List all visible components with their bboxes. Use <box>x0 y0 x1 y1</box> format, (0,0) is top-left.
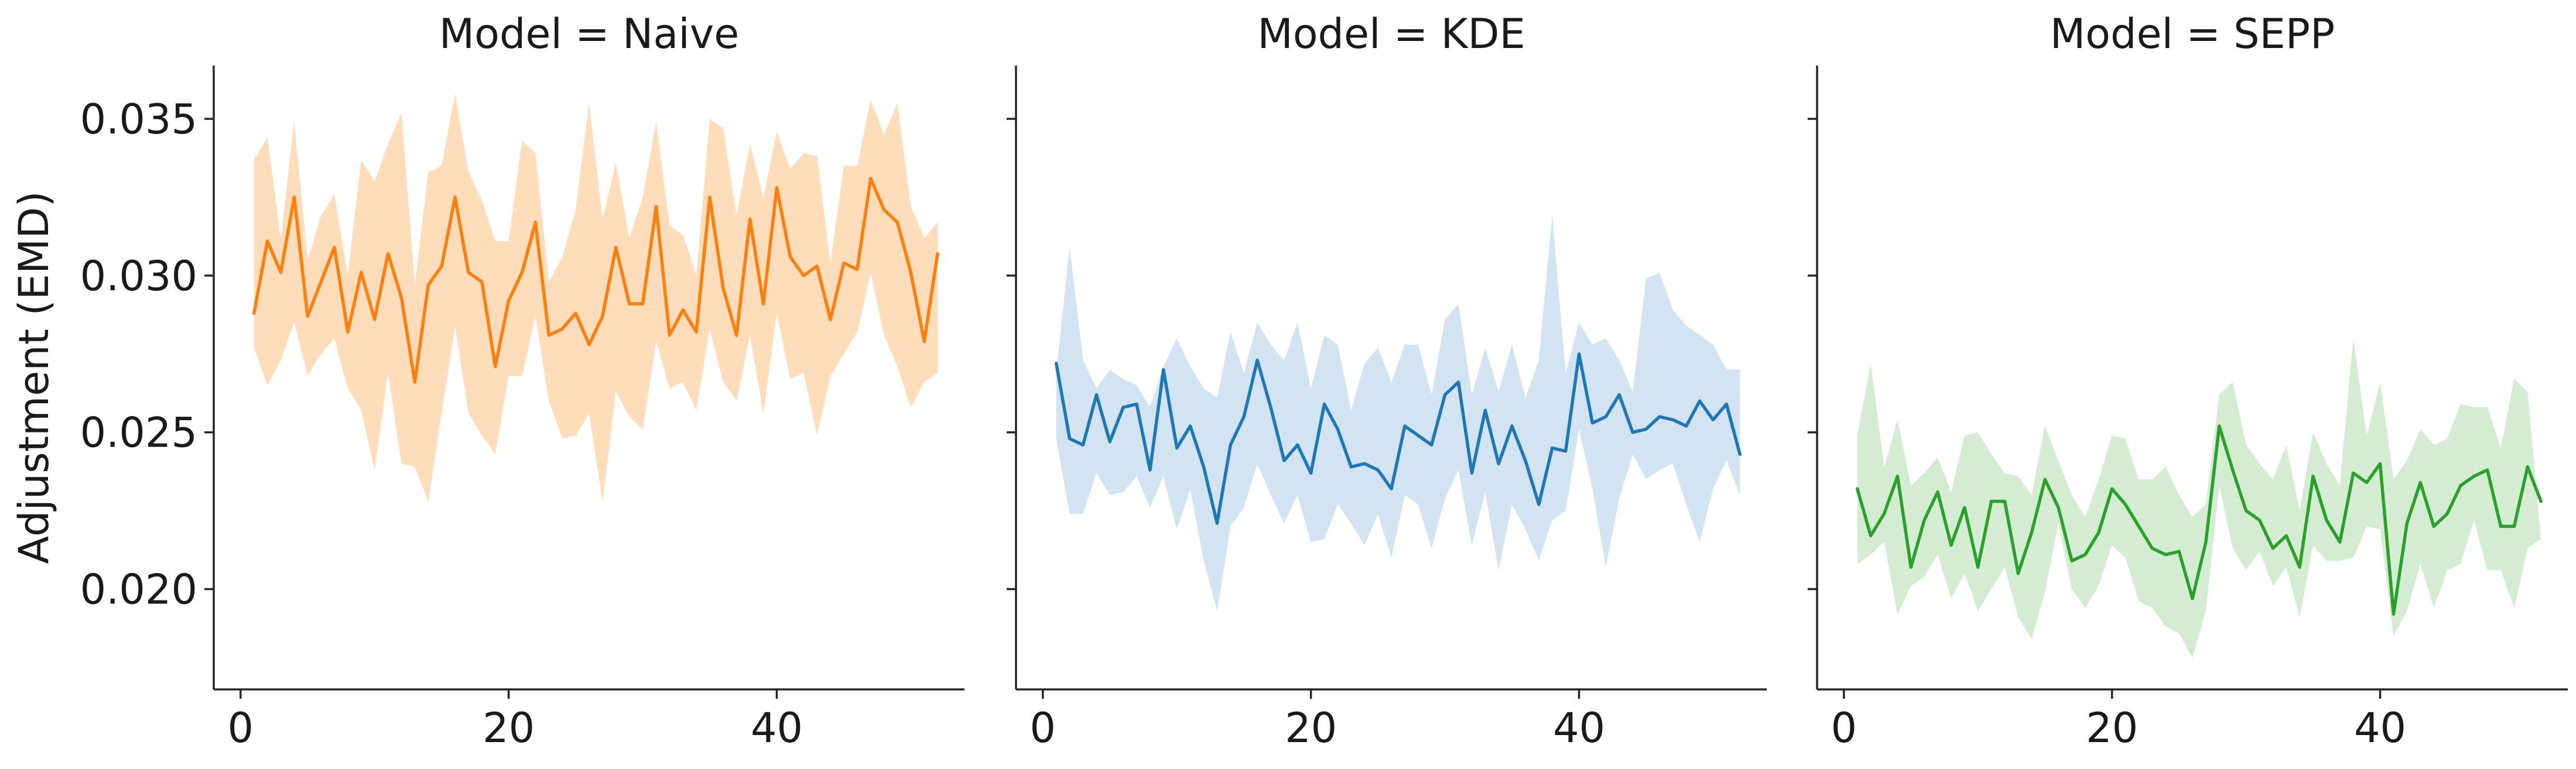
y-tick-label: 0.030 <box>80 252 197 300</box>
sepp-panel-title: Model = SEPP <box>2050 10 2335 58</box>
naive-confidence-band <box>254 94 938 502</box>
kde-panel-title: Model = KDE <box>1257 10 1525 58</box>
kde-mean-line <box>1054 352 1742 525</box>
naive-mean-line <box>252 177 939 384</box>
naive-x-tick-label: 40 <box>751 704 803 752</box>
y-axis-label: Adjustment (EMD) <box>10 191 58 564</box>
sepp-x-tick-label: 40 <box>2354 704 2406 752</box>
sepp-confidence-band <box>1857 338 2541 658</box>
sepp-x-tick-label: 0 <box>1831 704 1857 752</box>
naive-panel-title: Model = Naive <box>439 10 740 58</box>
naive-x-tick-label: 0 <box>228 704 254 752</box>
naive-x-tick-label: 20 <box>483 704 535 752</box>
kde-x-tick-label: 20 <box>1285 704 1337 752</box>
sepp-mean-line <box>1855 424 2543 616</box>
kde-x-tick-label: 0 <box>1030 704 1056 752</box>
y-tick-label: 0.025 <box>80 409 197 457</box>
sepp-x-tick-label: 20 <box>2086 704 2138 752</box>
kde-x-tick-label: 40 <box>1553 704 1605 752</box>
y-tick-label: 0.035 <box>80 95 197 143</box>
y-tick-label: 0.020 <box>80 566 197 614</box>
kde-confidence-band <box>1056 216 1740 612</box>
